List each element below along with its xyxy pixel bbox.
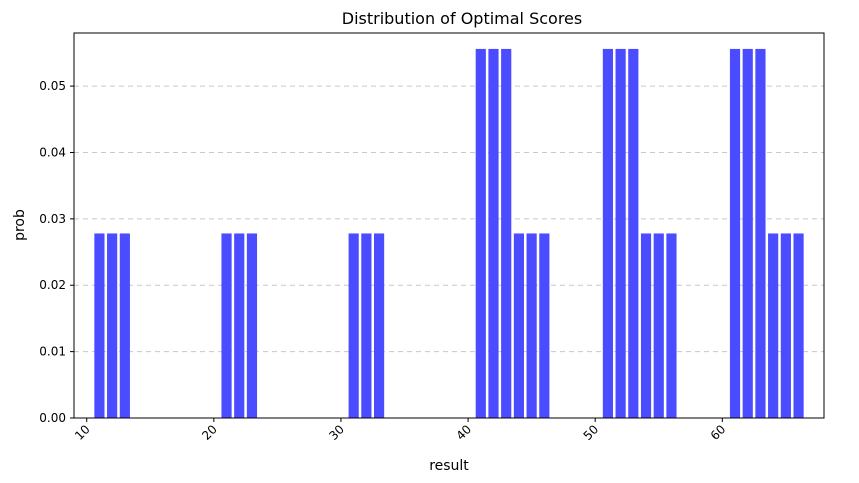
x-axis-ticks: 10 20 30 40 50 60 — [72, 418, 728, 443]
bar — [526, 233, 537, 418]
bar — [793, 233, 804, 418]
plot-frame — [73, 32, 825, 419]
x-axis-label: result — [429, 458, 469, 474]
bar — [361, 233, 372, 418]
bar — [755, 48, 766, 419]
bar — [221, 233, 232, 418]
bar — [107, 233, 118, 418]
bar — [653, 233, 664, 418]
bar — [539, 233, 550, 418]
bar — [246, 233, 258, 418]
y-tick-label: 0.00 — [39, 411, 66, 425]
y-tick-label: 0.04 — [39, 145, 66, 159]
bars-group — [94, 48, 804, 419]
chart-title: Distribution of Optimal Scores — [342, 9, 582, 28]
bar — [628, 48, 639, 419]
bar — [780, 233, 791, 418]
bar — [615, 48, 626, 419]
bar — [513, 233, 524, 418]
bar — [374, 233, 385, 418]
y-tick-label: 0.03 — [39, 212, 66, 226]
bar — [602, 48, 613, 419]
bar — [488, 48, 499, 419]
bar — [348, 233, 359, 418]
x-tick-label: 50 — [581, 422, 602, 443]
bar — [742, 48, 753, 419]
bar — [475, 48, 486, 419]
x-tick-label: 40 — [453, 422, 474, 443]
x-tick-label: 10 — [72, 422, 93, 443]
bar — [729, 48, 741, 419]
x-tick-label: 60 — [708, 422, 729, 443]
bar — [666, 233, 677, 418]
y-tick-label: 0.02 — [39, 278, 66, 292]
bar — [119, 233, 130, 418]
y-tick-label: 0.05 — [39, 79, 66, 93]
bar — [501, 48, 512, 419]
grid-lines — [74, 85, 824, 353]
x-tick-label: 20 — [199, 422, 220, 443]
y-axis-label: prob — [12, 209, 28, 241]
y-axis-ticks: 0.00 0.01 0.02 0.03 0.04 0.05 — [39, 79, 74, 425]
bar — [640, 233, 652, 418]
bar — [94, 233, 105, 418]
bar — [234, 233, 245, 418]
bar — [768, 233, 779, 418]
y-tick-label: 0.01 — [39, 345, 66, 359]
x-tick-label: 30 — [326, 422, 347, 443]
